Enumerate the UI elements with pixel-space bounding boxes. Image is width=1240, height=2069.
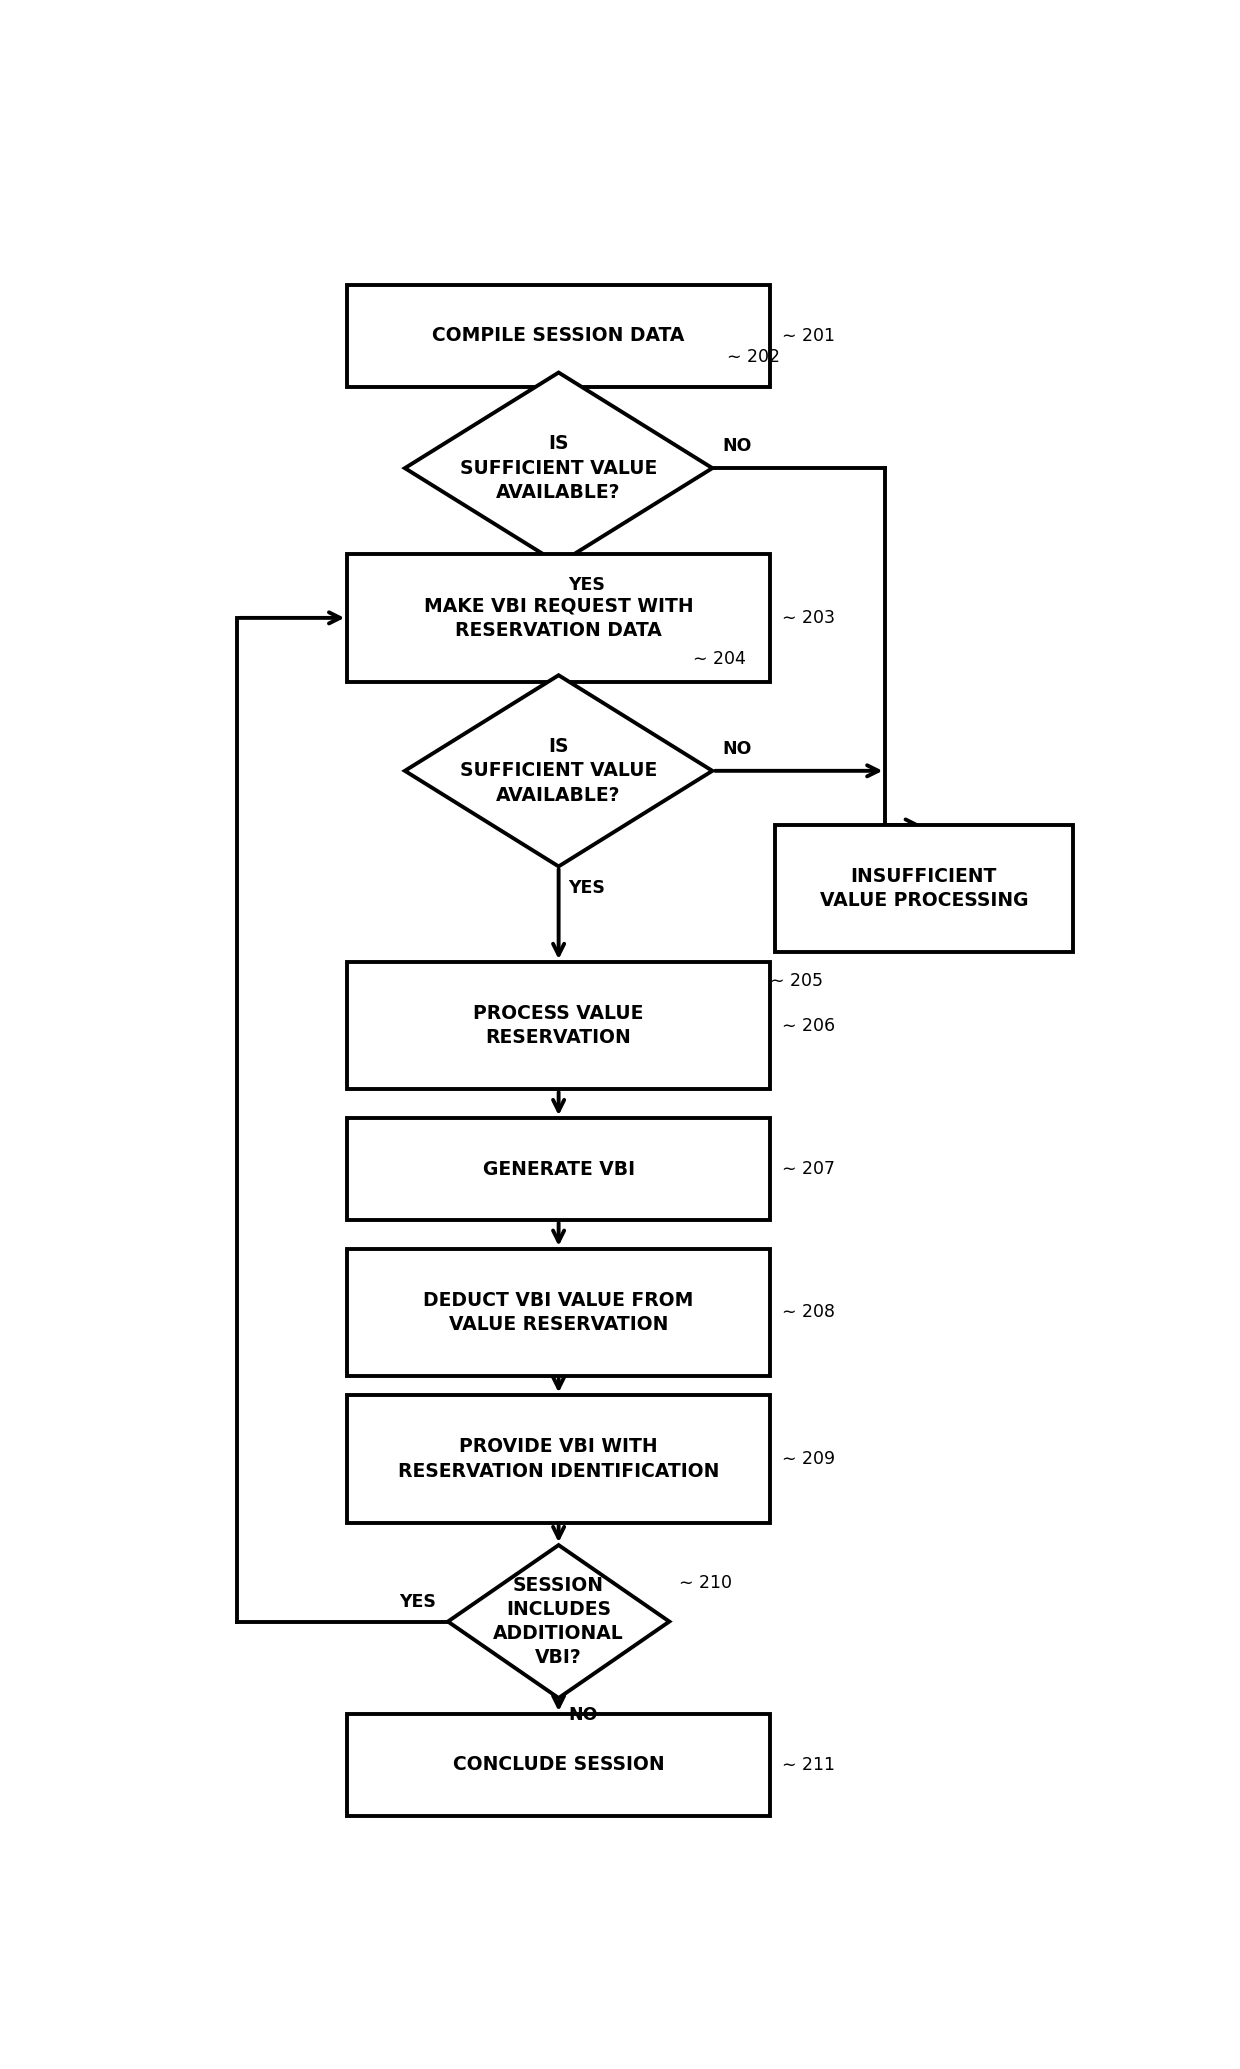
Bar (347, 962, 770, 1090)
Bar (347, 1250, 770, 1376)
Bar (347, 1117, 770, 1221)
Text: CONCLUDE SESSION: CONCLUDE SESSION (453, 1755, 665, 1775)
Text: SESSION
INCLUDES
ADDITIONAL
VBI?: SESSION INCLUDES ADDITIONAL VBI? (494, 1577, 624, 1668)
Text: ∼ 207: ∼ 207 (781, 1161, 835, 1177)
Text: ∼ 208: ∼ 208 (781, 1303, 835, 1322)
Text: GENERATE VBI: GENERATE VBI (482, 1159, 635, 1179)
Polygon shape (404, 372, 712, 563)
Text: NO: NO (722, 437, 751, 455)
Text: MAKE VBI REQUEST WITH
RESERVATION DATA: MAKE VBI REQUEST WITH RESERVATION DATA (424, 596, 693, 639)
Text: COMPILE SESSION DATA: COMPILE SESSION DATA (433, 327, 684, 346)
Bar (347, 286, 770, 387)
Text: ∼ 211: ∼ 211 (781, 1757, 835, 1773)
Polygon shape (448, 1546, 670, 1699)
Text: IS
SUFFICIENT VALUE
AVAILABLE?: IS SUFFICIENT VALUE AVAILABLE? (460, 737, 657, 805)
Polygon shape (404, 674, 712, 867)
Text: DEDUCT VBI VALUE FROM
VALUE RESERVATION: DEDUCT VBI VALUE FROM VALUE RESERVATION (423, 1291, 694, 1335)
Text: PROVIDE VBI WITH
RESERVATION IDENTIFICATION: PROVIDE VBI WITH RESERVATION IDENTIFICAT… (398, 1438, 719, 1481)
Text: YES: YES (568, 879, 605, 898)
Text: NO: NO (568, 1707, 598, 1723)
Text: ∼ 206: ∼ 206 (781, 1016, 835, 1034)
Text: ∼ 209: ∼ 209 (781, 1450, 835, 1469)
Bar (775, 826, 1073, 952)
Text: ∼ 210: ∼ 210 (680, 1575, 732, 1593)
Text: YES: YES (568, 577, 605, 594)
Text: PROCESS VALUE
RESERVATION: PROCESS VALUE RESERVATION (474, 1003, 644, 1047)
Text: ∼ 202: ∼ 202 (727, 348, 780, 366)
Bar (347, 1395, 770, 1523)
Text: ∼ 205: ∼ 205 (770, 972, 823, 991)
Bar (347, 554, 770, 681)
Text: ∼ 204: ∼ 204 (693, 650, 746, 668)
Text: NO: NO (722, 741, 751, 757)
Bar (347, 1713, 770, 1817)
Text: ∼ 203: ∼ 203 (781, 608, 835, 627)
Text: ∼ 201: ∼ 201 (781, 327, 835, 346)
Text: IS
SUFFICIENT VALUE
AVAILABLE?: IS SUFFICIENT VALUE AVAILABLE? (460, 434, 657, 503)
Text: YES: YES (399, 1593, 436, 1612)
Text: INSUFFICIENT
VALUE PROCESSING: INSUFFICIENT VALUE PROCESSING (820, 867, 1028, 910)
